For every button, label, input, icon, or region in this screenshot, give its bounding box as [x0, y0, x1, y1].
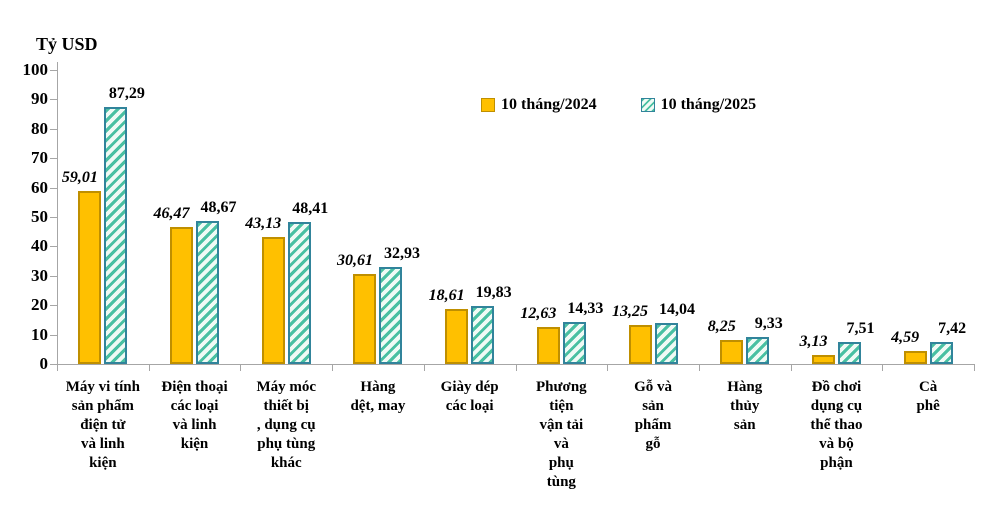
- bar-2025: [379, 267, 403, 364]
- x-tick-mark: [423, 364, 425, 371]
- x-tick-mark: [515, 364, 517, 371]
- y-tick-label: 10: [31, 324, 48, 344]
- bar-2025: [471, 305, 495, 364]
- y-tick-mark: [50, 364, 57, 365]
- bar-2024: [536, 326, 560, 364]
- bar-2025: [837, 341, 861, 364]
- value-label-2024: 8,25: [707, 317, 736, 335]
- bar-2025: [929, 342, 953, 364]
- y-tick-mark: [50, 99, 57, 101]
- bar-2024: [811, 354, 835, 364]
- x-tick-mark: [240, 364, 242, 371]
- value-label-2025: 48,67: [200, 198, 237, 216]
- y-tick-mark: [50, 128, 57, 130]
- x-tick-mark: [148, 364, 150, 371]
- value-label-2024: 43,13: [245, 215, 282, 233]
- value-label-2025: 32,93: [383, 245, 420, 263]
- y-tick-mark: [50, 305, 57, 307]
- value-label-2025: 19,83: [475, 283, 512, 301]
- y-tick-mark: [50, 246, 57, 248]
- value-label-2025: 7,51: [846, 319, 875, 337]
- y-tick-label: 30: [31, 265, 48, 285]
- bar-2024: [261, 237, 285, 364]
- bar-2025: [562, 321, 586, 364]
- category-label: Giày dép các loại: [440, 379, 499, 414]
- bar-2024: [78, 190, 102, 364]
- y-tick-mark: [50, 158, 57, 160]
- y-tick-mark: [50, 70, 57, 71]
- y-tick-mark: [50, 217, 57, 218]
- category-label: Gỗ và sản phẩm gỗ: [634, 379, 672, 452]
- legend-swatch-2025-icon: [640, 98, 655, 112]
- legend-item-2025: 10 tháng/2025: [640, 96, 757, 114]
- y-tick-label: 40: [31, 236, 48, 256]
- category-label: Cà phê: [916, 379, 940, 414]
- bar-2025: [196, 220, 220, 364]
- bar-2025: [104, 107, 128, 364]
- category-label: Máy vi tính sản phẩm điện tử và linh kiệ…: [65, 379, 140, 471]
- category-label: Hàng thủy sản: [727, 379, 763, 433]
- value-label-2024: 30,61: [336, 252, 373, 269]
- x-tick-mark: [698, 364, 700, 371]
- y-tick-mark: [50, 187, 57, 189]
- y-tick-label: 20: [31, 295, 48, 315]
- value-label-2025: 87,29: [108, 85, 145, 103]
- category-label: Đồ chơi dụng cụ thể thao và bộ phận: [810, 379, 863, 471]
- value-label-2025: 14,33: [567, 299, 604, 317]
- value-label-2024: 4,59: [891, 328, 920, 346]
- category-label: Máy móc thiết bị , dụng cụ phụ tùng khác: [256, 379, 317, 471]
- x-tick-mark: [882, 364, 884, 371]
- value-label-2024: 59,01: [61, 168, 98, 186]
- legend-item-2024: 10 tháng/2024: [481, 96, 597, 114]
- y-axis-line: [57, 62, 58, 364]
- y-tick-label: 80: [31, 118, 48, 138]
- legend-label-2024: 10 tháng/2024: [501, 96, 597, 113]
- y-tick-mark: [50, 275, 57, 277]
- y-tick-label: 60: [31, 177, 48, 197]
- y-tick-label: 100: [22, 60, 49, 79]
- category-label: Điện thoại các loại và linh kiện: [161, 379, 228, 452]
- value-label-2025: 14,04: [659, 300, 696, 318]
- value-label-2024: 3,13: [799, 332, 828, 350]
- bar-2025: [287, 221, 311, 364]
- y-tick-label: 70: [31, 148, 48, 168]
- legend-swatch-2024-icon: [481, 98, 495, 112]
- y-tick-label: 50: [31, 207, 48, 226]
- value-label-2025: 7,42: [938, 320, 967, 338]
- bar-2024: [170, 227, 194, 364]
- x-tick-mark: [332, 364, 334, 371]
- y-axis-unit-label: Tỷ USD: [36, 34, 98, 54]
- bar-2024: [353, 274, 377, 364]
- x-tick-mark: [57, 364, 58, 371]
- category-label: Hàng dệt, may: [350, 379, 406, 414]
- value-label-2024: 12,63: [520, 304, 557, 322]
- bar-2025: [654, 322, 678, 364]
- y-tick-mark: [50, 334, 57, 336]
- x-tick-mark: [974, 364, 975, 371]
- value-label-2024: 18,61: [428, 287, 465, 305]
- value-label-2024: 46,47: [153, 205, 190, 223]
- value-label-2025: 9,33: [754, 314, 783, 332]
- bar-2024: [445, 309, 469, 364]
- bar-2024: [628, 325, 652, 364]
- bar-2024: [720, 339, 744, 364]
- y-tick-label: 90: [31, 89, 48, 109]
- y-tick-label: 0: [39, 354, 49, 373]
- legend-label-2025: 10 tháng/2025: [660, 96, 757, 113]
- value-label-2025: 48,41: [292, 199, 329, 217]
- chart-legend: 10 tháng/2024 10 tháng/2025: [481, 96, 756, 114]
- value-label-2024: 13,25: [612, 303, 649, 321]
- bar-2024: [903, 350, 927, 364]
- x-tick-mark: [790, 364, 792, 371]
- bar-2025: [746, 336, 770, 364]
- x-tick-mark: [607, 364, 609, 371]
- category-label: Phương tiện vận tải và phụ tùng: [536, 379, 587, 490]
